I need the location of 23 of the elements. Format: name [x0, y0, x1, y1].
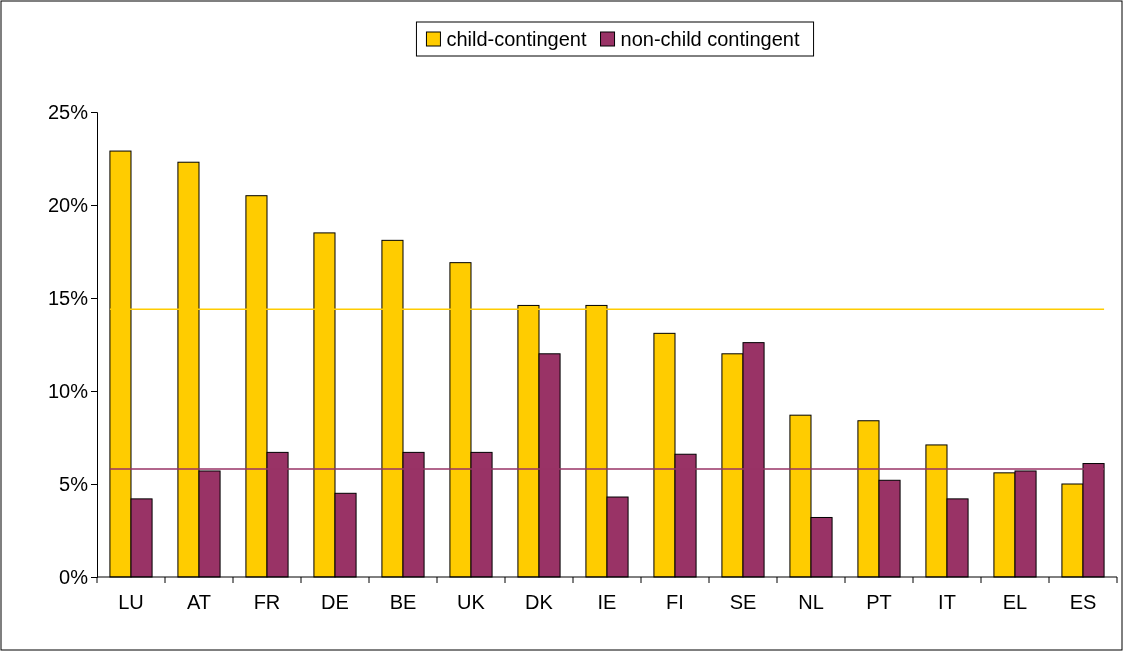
x-tick-label: IT: [938, 591, 956, 613]
y-tick-label: 0%: [59, 565, 89, 588]
x-tick-label: NL: [798, 591, 824, 613]
x-tick-label: IE: [597, 591, 617, 613]
x-tick-label: ES: [1069, 591, 1097, 613]
y-tick-label: 20%: [47, 193, 89, 216]
x-tick-label: FR: [253, 591, 281, 613]
x-tick-label: FI: [666, 591, 684, 613]
y-tick-label: 15%: [47, 286, 89, 309]
legend-label: child-contingent: [446, 28, 587, 50]
y-tick-label: 5%: [59, 472, 89, 495]
x-tick-label: LU: [118, 591, 144, 613]
legend-label: non-child contingent: [620, 28, 800, 50]
y-tick-label: 25%: [47, 100, 89, 123]
x-tick-label: UK: [457, 591, 486, 613]
x-tick-label: EL: [1002, 591, 1028, 613]
x-tick-label: DK: [525, 591, 554, 613]
x-tick-label: SE: [729, 591, 757, 613]
x-tick-label: BE: [389, 591, 417, 613]
y-tick-label: 10%: [47, 379, 89, 402]
x-tick-label: PT: [866, 591, 892, 613]
x-tick-label: DE: [321, 591, 349, 613]
x-tick-label: AT: [186, 591, 212, 613]
